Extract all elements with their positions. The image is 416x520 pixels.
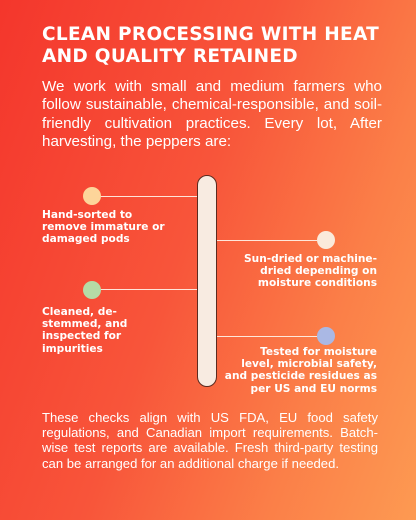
intro-paragraph: We work with small and medium farmers wh… xyxy=(42,78,382,151)
step-1-marker xyxy=(83,187,101,205)
step-1-text: Hand-sorted to remove immature or damage… xyxy=(42,209,165,246)
step-3-marker xyxy=(83,281,101,299)
step-3-text: Cleaned, de-stemmed, and inspected for i… xyxy=(42,306,128,355)
connector-line-1 xyxy=(100,196,197,197)
outro-paragraph: These checks align with US FDA, EU food … xyxy=(42,410,378,471)
connector-line-4 xyxy=(217,336,317,337)
step-4-marker xyxy=(317,327,335,345)
connector-line-2 xyxy=(217,240,317,241)
page-title: CLEAN PROCESSING WITH HEAT AND QUALITY R… xyxy=(42,24,380,67)
connector-line-3 xyxy=(100,289,197,290)
step-2-marker xyxy=(317,231,335,249)
timeline-bar xyxy=(197,175,217,387)
step-2-text: Sun-dried or machine-dried depending on … xyxy=(244,253,377,290)
step-4-text: Tested for moisture level, microbial saf… xyxy=(224,346,377,395)
